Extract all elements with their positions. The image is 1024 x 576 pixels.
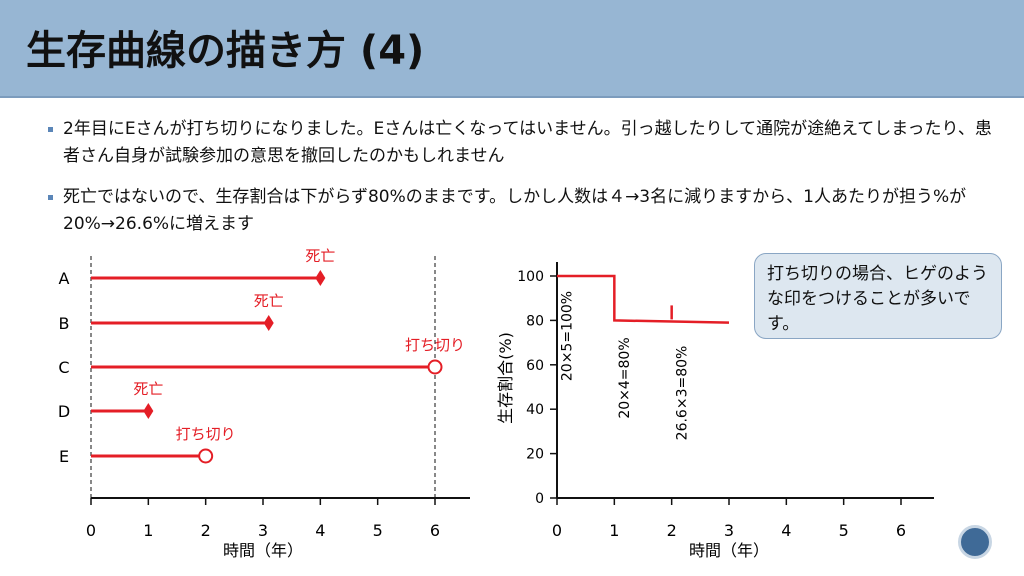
patient-label: C (58, 358, 69, 377)
x-tick-label: 2 (667, 521, 677, 540)
x-tick-label: 3 (724, 521, 734, 540)
y-axis-label: 生存割合(%) (496, 332, 515, 424)
x-tick-label: 1 (143, 521, 153, 540)
censored-label: 打ち切り (405, 336, 465, 354)
title-bar: 生存曲線の描き方 (4) (0, 0, 1024, 98)
x-tick-label: 2 (201, 521, 211, 540)
death-label: 死亡 (305, 247, 335, 265)
bullet-marker (48, 127, 53, 132)
x-axis-label: 時間（年） (223, 541, 303, 560)
bullet-text-2: 死亡ではないので、生存割合は下がらず80%のままです。しかし人数は４→3名に減り… (63, 187, 967, 234)
x-tick-label: 4 (781, 521, 791, 540)
y-tick-label: 40 (526, 402, 544, 418)
patient-label: A (59, 269, 70, 288)
survival-curve-line (557, 274, 730, 324)
x-tick-label: 1 (609, 521, 619, 540)
y-tick-label: 80 (526, 313, 544, 329)
censoring-note-callout: 打ち切りの場合、ヒゲのような印をつけることが多いです。 (754, 253, 1002, 339)
y-tick-label: 100 (517, 269, 544, 285)
x-tick-label: 6 (896, 521, 906, 540)
patient-label: E (59, 447, 69, 466)
x-tick-label: 0 (86, 521, 96, 540)
calculation-annotation: 20×5=100% (560, 291, 576, 381)
x-tick-label: 4 (315, 521, 325, 540)
patient-label: D (58, 402, 70, 421)
x-tick-label: 6 (430, 521, 440, 540)
bullet-marker (48, 195, 53, 200)
censored-label: 打ち切り (176, 425, 236, 443)
x-tick-label: 3 (258, 521, 268, 540)
death-marker (143, 403, 154, 419)
slide-title: 生存曲線の描き方 (4) (26, 28, 425, 74)
death-marker (315, 270, 326, 286)
y-tick-label: 0 (535, 491, 544, 507)
death-label: 死亡 (133, 380, 163, 398)
calculation-annotation: 20×4=80% (617, 337, 633, 418)
censored-marker (427, 359, 443, 375)
x-tick-label: 0 (552, 521, 562, 540)
x-axis-label: 時間（年） (689, 541, 769, 560)
survival-curve-chart: 0 20 40 60 80 100 0 1 2 3 4 5 6 20×5=100% 20×4=80% 26… (496, 262, 934, 560)
x-tick-label: 5 (839, 521, 849, 540)
patient-label: B (59, 314, 70, 333)
calculation-annotation: 26.6×3=80% (674, 346, 690, 441)
bullet-text-1: 2年目にEさんが打ち切りになりました。Eさんは亡くなってはいません。引っ越したり… (63, 119, 992, 166)
y-tick-label: 60 (526, 358, 544, 374)
censored-marker (198, 448, 214, 464)
death-marker (263, 315, 274, 331)
death-label: 死亡 (254, 292, 284, 310)
patient-timeline-chart: 0 1 2 3 4 5 6 A 死亡 B 死亡 C 打ち切り D 死亡 E 打ち切り 時間（年） (58, 247, 470, 560)
y-tick-label: 20 (526, 447, 544, 463)
page-indicator-icon (958, 525, 992, 559)
x-tick-label: 5 (373, 521, 383, 540)
